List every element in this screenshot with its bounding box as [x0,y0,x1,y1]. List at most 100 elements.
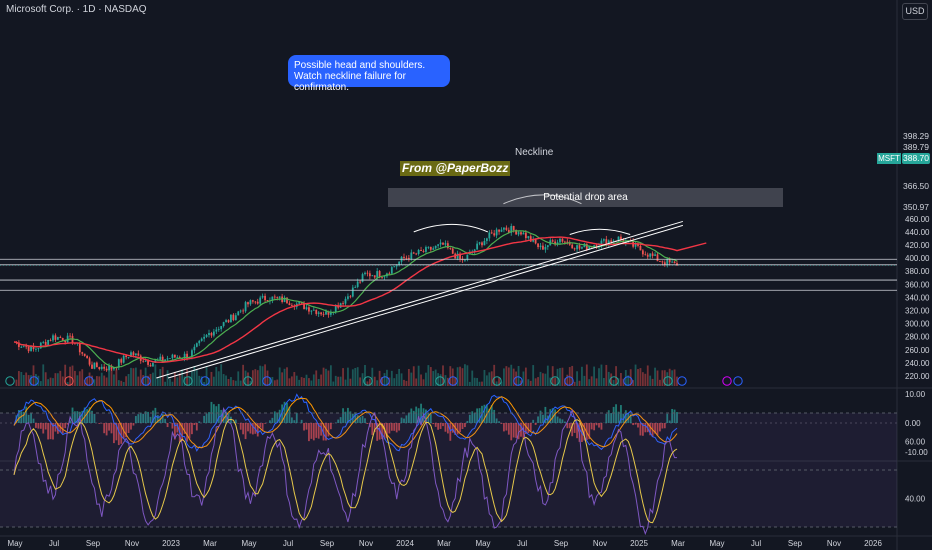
volume-bar [673,369,676,386]
macd-histogram-bar [654,423,656,434]
x-tick-label: Nov [593,539,607,548]
candle-body [327,311,330,315]
candle-body [298,302,301,304]
volume-bar [639,368,642,386]
rsi-tick-label: 60.00 [905,438,926,447]
macd-histogram-bar [308,423,310,442]
volume-bar [573,381,576,386]
candle-body [605,239,608,246]
candle-body [429,246,432,250]
candle-body [310,310,313,312]
volume-bar [17,371,20,386]
volume-bar [610,373,613,386]
volume-bar [320,374,323,386]
macd-histogram-bar [632,423,635,426]
macd-histogram-bar [666,413,669,423]
candle-body [230,314,232,323]
volume-bar [398,368,401,386]
macd-histogram-bar [164,418,167,423]
macd-tick-label: 0.00 [905,419,921,428]
candle-body [554,241,557,245]
candle-body [641,250,644,255]
macd-histogram-bar [495,418,498,423]
candle-body [222,322,225,327]
candle-body [288,303,291,306]
currency-button[interactable]: USD [902,3,928,20]
candle-body [673,261,676,264]
volume-bar [325,368,327,386]
volume-bar [615,366,617,386]
macd-histogram-bar [288,406,291,423]
macd-histogram-bar [35,423,37,428]
macd-histogram-bar [93,413,96,423]
volume-bar [337,376,340,386]
volume-bar [176,377,179,386]
macd-histogram-bar [317,423,320,439]
candle-body [95,362,98,368]
macd-histogram-bar [376,423,379,441]
macd-histogram-bar [186,423,188,442]
macd-histogram-bar [315,423,318,438]
macd-histogram-bar [98,423,101,424]
candle-body [417,249,420,255]
macd-histogram-bar [566,423,569,429]
candle-body [407,257,410,260]
volume-bar [52,378,54,386]
volume-bar [407,368,410,386]
y-tick-label: 400.00 [905,254,930,263]
macd-histogram-bar [573,423,576,433]
volume-bar [47,379,50,386]
candle-body [127,357,130,358]
macd-histogram-bar [676,412,678,423]
ticker-tag: MSFT [877,153,901,164]
candle-body [537,243,539,248]
candle-body [403,256,405,258]
candle-body [152,362,154,367]
macd-histogram-bar [273,411,276,423]
volume-bar [71,365,74,386]
volume-bar [322,367,325,386]
volume-bar [27,375,30,386]
macd-histogram-bar [247,423,249,432]
macd-histogram-bar [429,414,432,423]
candle-body [315,309,318,314]
candle-body [666,259,669,265]
volume-bar [483,369,486,386]
volume-bar [230,377,232,386]
candle-body [105,368,108,371]
macd-histogram-bar [371,423,374,435]
volume-bar [198,375,201,386]
candle-body [544,247,547,250]
volume-bar [400,373,403,386]
macd-histogram-bar [656,423,659,436]
volume-bar [383,373,386,386]
candle-body [546,245,549,248]
macd-histogram-bar [512,423,515,438]
macd-histogram-bar [195,423,198,431]
candle-body [161,356,164,362]
candle-body [286,297,288,304]
macd-histogram-bar [451,423,454,433]
candle-body [410,252,413,260]
volume-bar [620,373,622,386]
volume-bar [359,377,362,386]
macd-histogram-bar [115,423,118,441]
candle-body [178,357,181,359]
macd-histogram-bar [303,423,305,431]
volume-bar [593,366,596,386]
macd-tick-label: -10.00 [905,448,928,457]
macd-histogram-bar [261,423,264,431]
macd-histogram-bar [456,423,459,435]
candle-body [30,345,32,352]
macd-histogram-bar [563,421,566,423]
candle-body [247,302,249,305]
x-tick-label: Mar [437,539,451,548]
event-marker-icon [363,376,373,386]
candle-body [510,225,513,233]
volume-bar [349,378,352,386]
volume-bar [234,380,237,386]
candle-body [217,329,220,330]
volume-bar [35,374,37,386]
volume-bar [115,369,118,386]
